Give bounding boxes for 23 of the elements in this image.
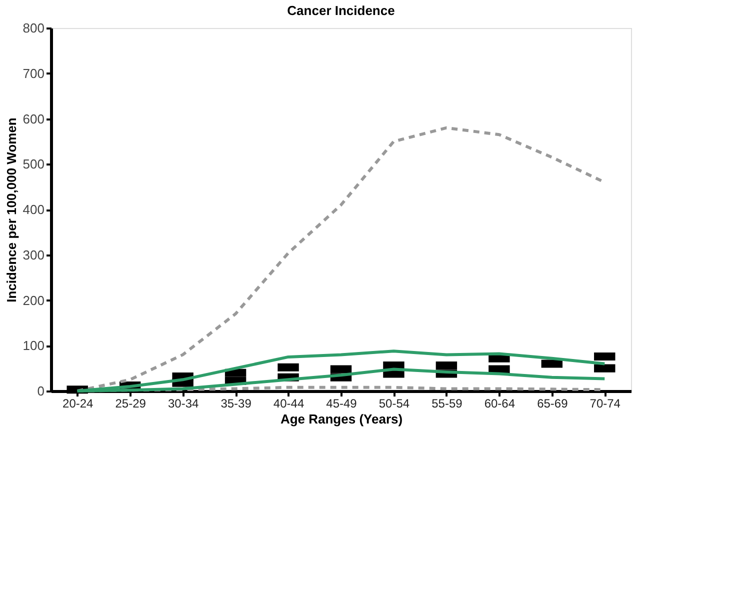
x-tick-label: 45-49 [326, 396, 358, 410]
x-tick-label: 55-59 [432, 396, 463, 410]
x-tick-label: 70-74 [590, 396, 621, 410]
x-tick-label: 60-64 [484, 396, 516, 410]
y-tick-label: 200 [22, 292, 44, 308]
x-tick-label: 65-69 [537, 396, 568, 410]
y-tick-label: 0 [37, 384, 44, 398]
y-axis-title: Incidence per 100,000 Women [4, 118, 19, 302]
y-tick-label: 100 [22, 338, 44, 354]
x-tick-label: 35-39 [220, 396, 252, 410]
y-tick-label: 300 [22, 247, 44, 262]
y-tick-label: 700 [22, 66, 44, 81]
x-tick-label: 50-54 [378, 396, 410, 410]
y-tick-label: 400 [22, 202, 44, 217]
x-tick-label: 25-29 [115, 396, 146, 410]
y-tick-label: 600 [22, 111, 44, 126]
x-tick-label: 40-44 [273, 396, 304, 410]
y-tick-label: 800 [22, 20, 44, 36]
x-tick-label: 20-24 [62, 396, 94, 410]
y-tick-label: 500 [22, 156, 44, 172]
x-tick-label: 30-34 [168, 396, 199, 410]
chart-title: Cancer Incidence [287, 3, 395, 18]
x-axis-title: Age Ranges (Years) [280, 412, 403, 426]
